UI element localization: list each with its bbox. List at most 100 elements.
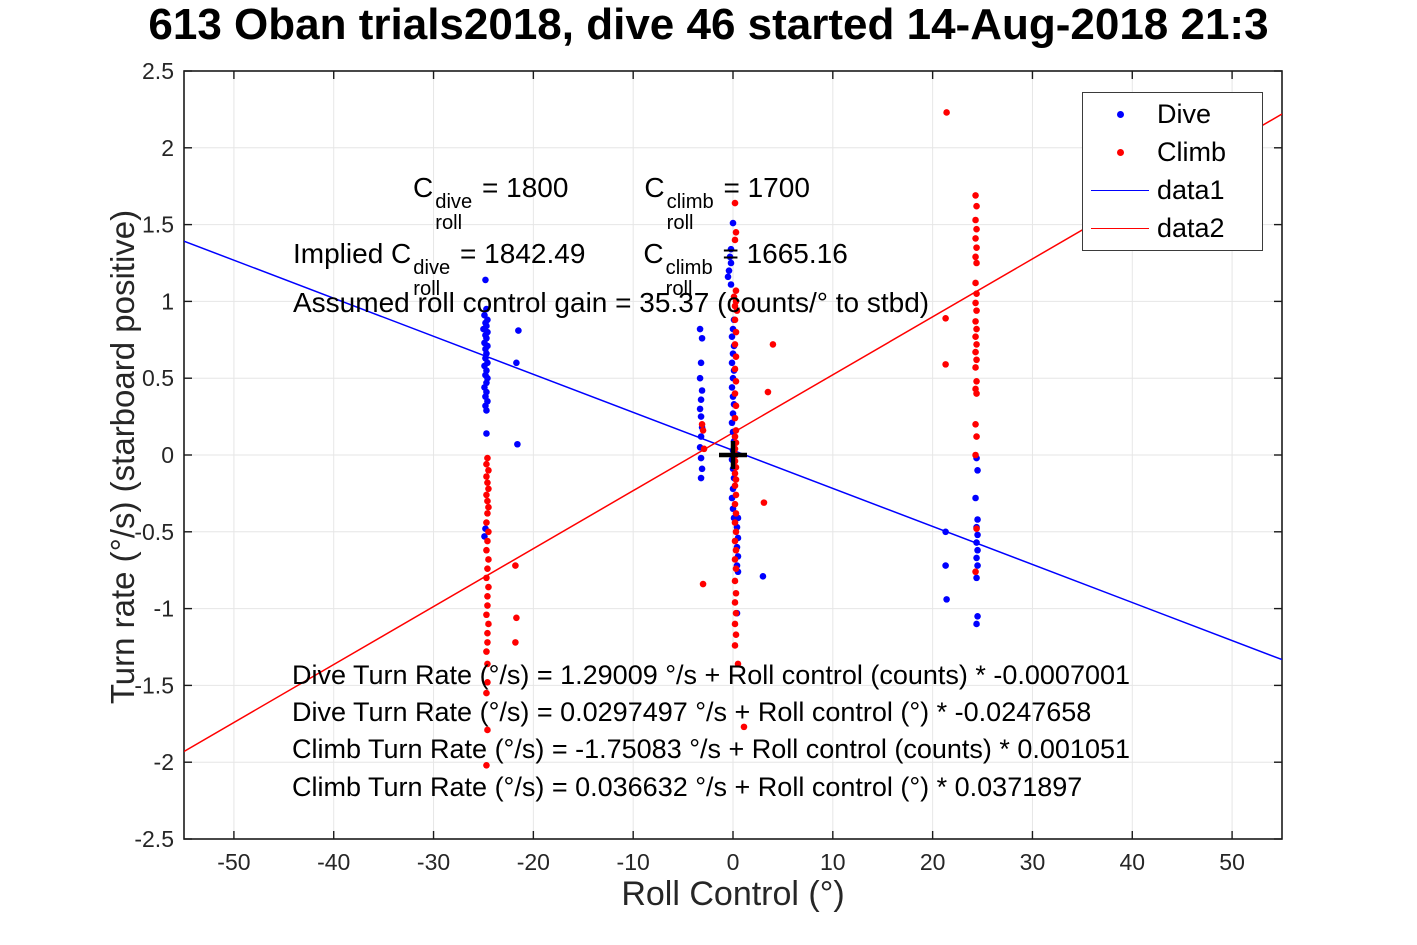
climb-point bbox=[731, 482, 739, 490]
plot-legend: Dive Climb data1 data2 bbox=[1082, 92, 1263, 251]
c-dive-symbol: C bbox=[413, 172, 434, 203]
climb-point bbox=[732, 631, 740, 639]
dive-point bbox=[973, 539, 980, 546]
climb-point bbox=[973, 259, 980, 267]
climb-point bbox=[484, 602, 491, 609]
climb-point bbox=[483, 519, 490, 526]
climb-point bbox=[484, 593, 491, 600]
climb-point bbox=[972, 192, 979, 199]
climb-point bbox=[760, 499, 768, 506]
climb-point bbox=[732, 510, 740, 517]
climb-point bbox=[732, 287, 740, 294]
dive-point bbox=[942, 528, 949, 536]
x-tick-label: -40 bbox=[317, 849, 350, 875]
x-tick-label: -10 bbox=[617, 849, 650, 875]
legend-label: Climb bbox=[1157, 136, 1227, 167]
climb-point bbox=[732, 528, 740, 536]
climb-point bbox=[973, 290, 980, 298]
climb-point bbox=[731, 620, 739, 628]
x-axis-label: Roll Control (°) bbox=[621, 875, 845, 913]
climb-point bbox=[483, 473, 490, 480]
climb-point bbox=[731, 642, 739, 649]
climb-point bbox=[485, 467, 492, 474]
climb-marker-icon bbox=[1116, 148, 1124, 156]
dive-point bbox=[974, 612, 981, 620]
dive-point bbox=[973, 620, 980, 628]
c-dive-superscript: dive bbox=[435, 191, 473, 214]
c-dive-subscript: roll bbox=[435, 211, 463, 234]
dive-point bbox=[696, 325, 704, 333]
climb-point bbox=[731, 470, 739, 477]
dive-point bbox=[942, 562, 949, 569]
c-dive-value: = 1842.49 bbox=[452, 238, 586, 269]
climb-point bbox=[973, 525, 980, 533]
dive-point bbox=[974, 516, 981, 523]
climb-point bbox=[484, 660, 491, 668]
dive-point bbox=[725, 267, 733, 274]
y-tick-label: 2 bbox=[161, 135, 174, 161]
climb-point bbox=[731, 577, 739, 585]
x-tick-label: 0 bbox=[727, 849, 740, 875]
dive-point bbox=[728, 384, 736, 391]
climb-point bbox=[740, 723, 748, 731]
climb-point bbox=[732, 476, 740, 483]
climb-point bbox=[732, 353, 740, 360]
implied-prefix: Implied bbox=[293, 238, 392, 269]
climb-point bbox=[973, 390, 980, 397]
y-tick-label: -1 bbox=[154, 596, 174, 622]
climb-point bbox=[732, 609, 740, 617]
climb-point bbox=[732, 228, 740, 236]
dive-point bbox=[483, 407, 490, 414]
dive-point bbox=[943, 596, 950, 603]
climb-point bbox=[484, 479, 491, 486]
climb-point bbox=[769, 341, 777, 348]
dive-point bbox=[973, 554, 980, 562]
climb-point bbox=[972, 333, 979, 341]
climb-point bbox=[484, 726, 491, 734]
climb-point bbox=[484, 565, 491, 572]
climb-point bbox=[731, 341, 739, 348]
dive-point bbox=[974, 562, 981, 569]
climb-point bbox=[699, 427, 707, 434]
c-dive-value: = 1800 bbox=[474, 172, 569, 203]
x-tick-label: 30 bbox=[1020, 849, 1046, 875]
c-climb-subscript: roll bbox=[665, 277, 693, 300]
dive-point bbox=[726, 253, 734, 261]
climb-point bbox=[972, 299, 979, 307]
y-tick-label: 0 bbox=[161, 442, 174, 468]
climb-point bbox=[731, 556, 739, 563]
climb-point bbox=[972, 348, 979, 356]
climb-point bbox=[483, 689, 490, 697]
climb-point bbox=[973, 307, 980, 314]
climb-point bbox=[942, 361, 949, 368]
climb-point bbox=[943, 109, 950, 116]
data2-line-icon bbox=[1091, 227, 1149, 229]
roll-gain-annotation: Assumed roll control gain = 35.37 (count… bbox=[293, 287, 930, 318]
climb-point bbox=[483, 648, 490, 655]
climb-point bbox=[732, 328, 740, 336]
y-tick-label: -0.5 bbox=[134, 519, 174, 545]
data1-line-icon bbox=[1091, 189, 1149, 191]
legend-label: data2 bbox=[1157, 212, 1225, 243]
climb-point bbox=[731, 365, 739, 373]
climb-point bbox=[972, 216, 979, 224]
climb-point bbox=[972, 364, 979, 371]
c-climb-symbol: C bbox=[644, 172, 665, 203]
climb-point bbox=[972, 420, 979, 428]
climb-point bbox=[485, 556, 492, 563]
climb-point bbox=[512, 639, 519, 646]
dive-point bbox=[513, 359, 520, 367]
legend-item-climb: Climb bbox=[1083, 133, 1262, 171]
legend-item-data1: data1 bbox=[1083, 171, 1262, 209]
climb-point bbox=[972, 235, 979, 242]
climb-point bbox=[484, 629, 491, 637]
climb-point bbox=[972, 318, 979, 325]
dive-point bbox=[759, 573, 767, 580]
c-climb-superscript: climb bbox=[665, 257, 713, 280]
c-dive-superscript: dive bbox=[413, 257, 451, 280]
climb-point bbox=[973, 356, 980, 364]
dive-point bbox=[728, 359, 736, 367]
climb-point bbox=[973, 433, 980, 440]
climb-point bbox=[698, 420, 706, 428]
